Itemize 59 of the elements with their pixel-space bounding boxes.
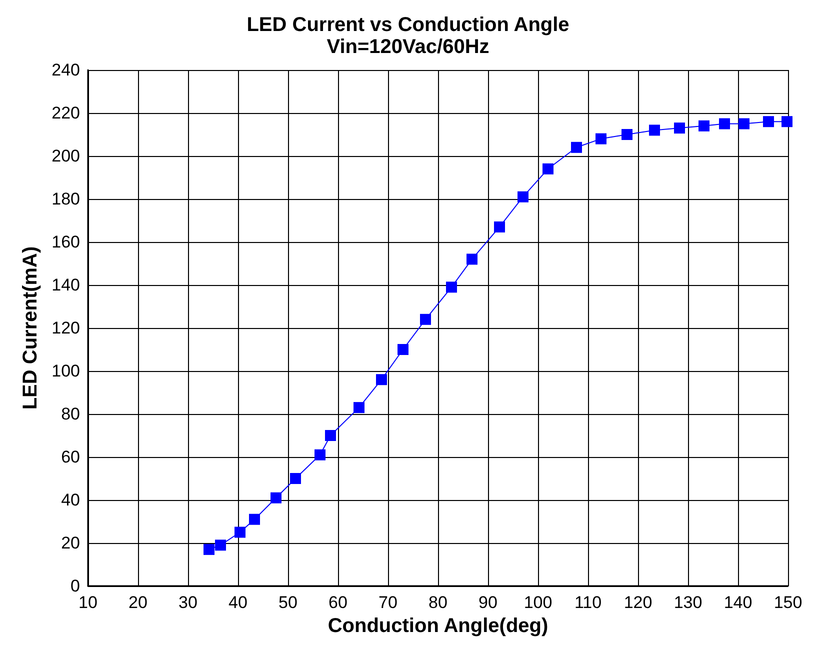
point xyxy=(398,344,408,355)
y-tick-label: 220 xyxy=(52,104,80,122)
y-tick-label: 80 xyxy=(61,404,80,424)
point xyxy=(376,374,387,386)
point xyxy=(719,118,730,130)
x-tick-label: 60 xyxy=(328,593,348,612)
x-tick-label: 40 xyxy=(228,593,248,612)
x-tick-label: 90 xyxy=(478,593,498,612)
x-tick-label: 70 xyxy=(378,593,398,612)
point xyxy=(234,526,246,538)
point xyxy=(782,116,792,128)
y-tick-label: 120 xyxy=(52,318,80,338)
point xyxy=(649,124,660,136)
point xyxy=(596,133,606,144)
x-tick-label: 30 xyxy=(178,593,198,612)
point xyxy=(215,540,226,551)
x-tick-label: 20 xyxy=(128,593,148,612)
y-axis-title: LED Current(mA) xyxy=(20,246,42,410)
x-tick-label: 80 xyxy=(428,593,448,612)
x-tick-label: 100 xyxy=(524,593,552,612)
point xyxy=(763,116,774,128)
x-tick-label: 50 xyxy=(278,593,298,612)
point xyxy=(446,282,457,293)
point xyxy=(314,449,326,460)
point xyxy=(674,122,685,134)
x-tick-label: 130 xyxy=(674,593,702,612)
y-tick-label: 140 xyxy=(52,276,80,294)
point xyxy=(290,473,301,484)
point xyxy=(738,118,750,130)
y-tick-label: 240 xyxy=(52,60,80,80)
point xyxy=(204,544,214,555)
point xyxy=(698,120,710,132)
point xyxy=(325,430,336,441)
point xyxy=(494,221,505,232)
y-tick-label: 100 xyxy=(52,362,80,380)
x-tick-label: 140 xyxy=(724,593,752,612)
x-tick-label: 120 xyxy=(624,593,652,612)
y-tick-label: 40 xyxy=(61,490,80,510)
point xyxy=(571,142,582,153)
y-tick-label: 180 xyxy=(52,190,80,208)
point xyxy=(420,314,431,325)
point xyxy=(466,254,478,265)
x-tick-label: 110 xyxy=(574,593,602,612)
y-tick-label: 60 xyxy=(61,448,80,466)
point xyxy=(622,129,632,140)
point xyxy=(518,191,528,202)
point xyxy=(249,514,260,525)
x-axis-title: Conduction Angle(deg) xyxy=(328,615,548,637)
y-tick-label: 160 xyxy=(52,232,80,252)
y-tick-label: 200 xyxy=(52,146,80,166)
chart-title: LED Current vs Conduction Angle xyxy=(246,14,570,36)
chart-subtitle: Vin=120Vac/60Hz xyxy=(326,36,490,58)
y-tick-label: 20 xyxy=(61,534,80,552)
y-tick-label: 0 xyxy=(70,576,80,596)
point xyxy=(542,163,554,174)
x-tick-label: 10 xyxy=(78,593,98,612)
x-tick-label: 150 xyxy=(774,593,802,612)
point xyxy=(270,492,282,504)
point xyxy=(354,402,364,414)
